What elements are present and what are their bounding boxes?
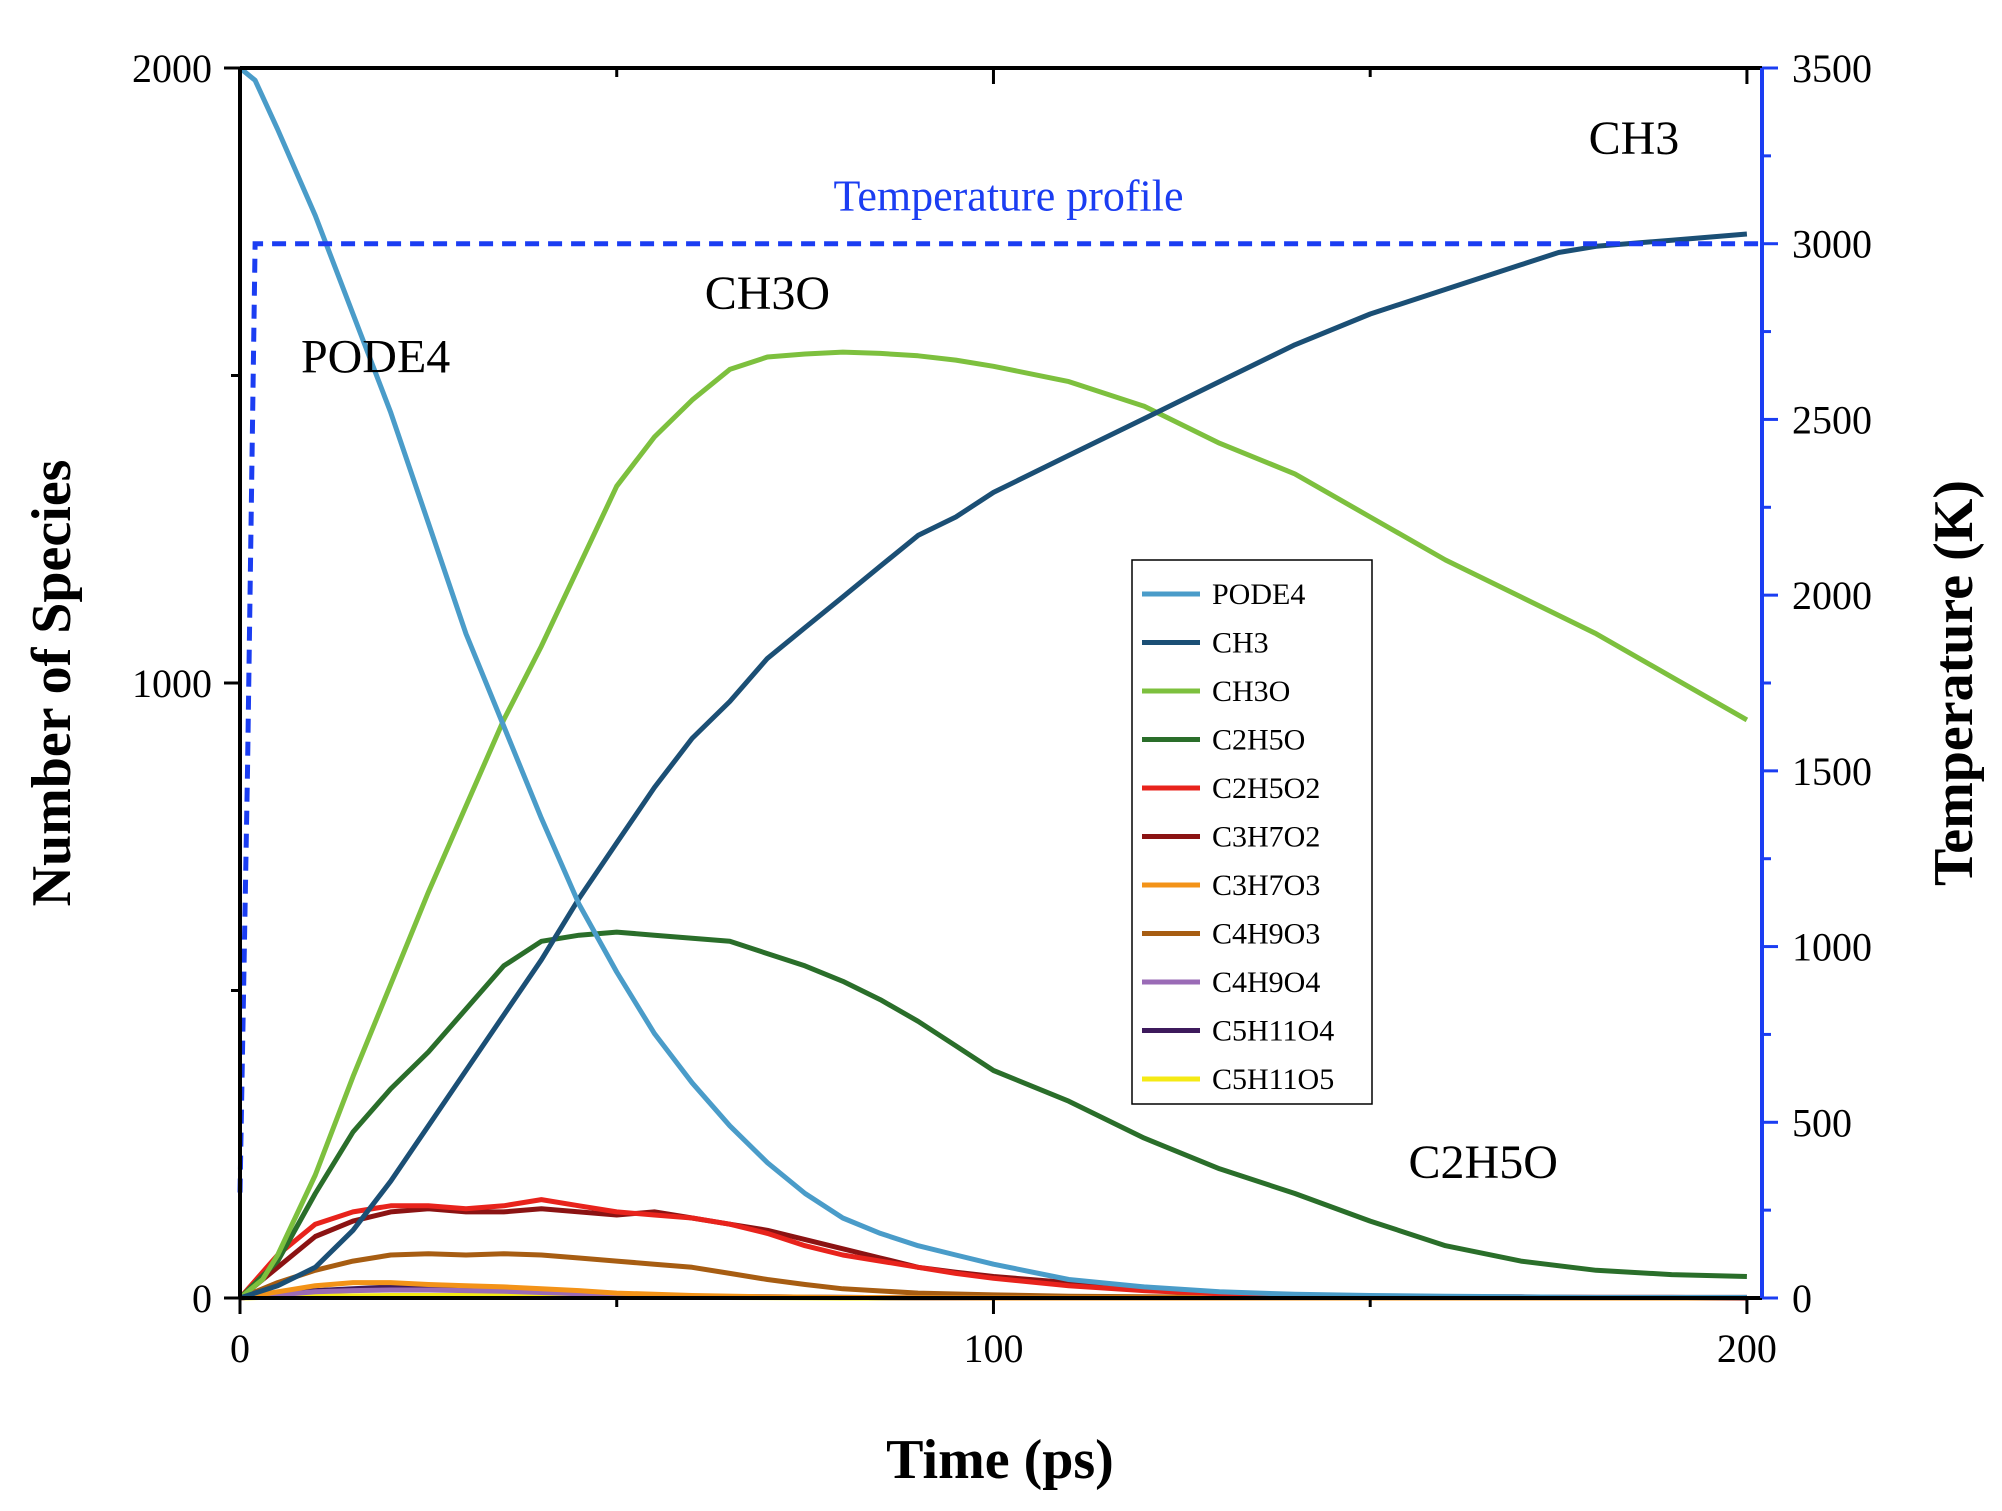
x-axis-title: Time (ps) (886, 1429, 1114, 1491)
legend-item-c2h5o2: C2H5O2 (1142, 772, 1320, 805)
legend-item-c2h5o: C2H5O (1142, 724, 1305, 757)
y2-tick-label: 2500 (1792, 397, 1872, 442)
legend-label: C2H5O2 (1212, 772, 1320, 805)
y2-tick-label: 3000 (1792, 222, 1872, 267)
temperature-profile-line (237, 241, 1762, 1193)
y2-tick-label: 500 (1792, 1100, 1852, 1145)
y2-tick-label: 3500 (1792, 46, 1872, 91)
annotation-pode4: PODE4 (301, 330, 450, 383)
legend-item-c3h7o3: C3H7O3 (1142, 869, 1320, 902)
series-line-ch3o (238, 349, 1749, 1300)
y2-tick-label: 0 (1792, 1276, 1812, 1321)
annotation-c2h5o: C2H5O (1409, 1136, 1558, 1189)
legend-label: C5H11O4 (1212, 1015, 1334, 1048)
legend-item-ch3: CH3 (1142, 627, 1269, 660)
legend: PODE4 CH3 CH3O C2H5O C2H5O2 C3H7O2 C3H7O3 C4H9O… (1131, 559, 1373, 1105)
legend-item-c5h11o4: C5H11O4 (1142, 1015, 1334, 1048)
legend-label: C4H9O4 (1212, 966, 1320, 999)
legend-label: C2H5O (1212, 724, 1305, 757)
y2-axis-title: Temperature (K) (1923, 480, 1985, 886)
legend-label: CH3O (1212, 675, 1290, 708)
series-line-c2h5o (238, 929, 1747, 1300)
legend-label: C4H9O3 (1212, 918, 1320, 951)
legend-item-pode4: PODE4 (1142, 578, 1305, 611)
x-tick-label: 0 (230, 1326, 250, 1371)
legend-label: CH3 (1212, 627, 1269, 660)
annotation-ch3o: CH3O (705, 267, 830, 320)
annotation-temperature-profile: Temperature profile (834, 172, 1184, 221)
legend-label: C3H7O3 (1212, 869, 1320, 902)
annotation-ch3: CH3 (1589, 112, 1680, 165)
legend-item-c3h7o2: C3H7O2 (1142, 821, 1320, 854)
x-tick-label: 200 (1717, 1326, 1777, 1371)
ticks: 0 100 200010002000050010001500200025003000… (132, 46, 1872, 1371)
legend-box (1131, 559, 1373, 1105)
annotations: PODE4 CH3O CH3 C2H5O Temperature profile (301, 112, 1679, 1189)
y-tick-label: 1000 (132, 661, 212, 706)
y-axis-title: Number of Species (21, 460, 83, 907)
legend-item-c4h9o4: C4H9O4 (1142, 966, 1320, 999)
legend-item-ch3o: CH3O (1142, 675, 1290, 708)
series-group (238, 66, 1749, 1301)
series-line-pode4 (238, 66, 1747, 1300)
series-line-ch3 (239, 231, 1748, 1301)
plot-area (237, 66, 1762, 1301)
legend-item-c4h9o3: C4H9O3 (1142, 918, 1320, 951)
y2-tick-label: 2000 (1792, 573, 1872, 618)
y-tick-label: 0 (192, 1276, 212, 1321)
y2-tick-label: 1500 (1792, 749, 1872, 794)
legend-label: C3H7O2 (1212, 821, 1320, 854)
y2-tick-label: 1000 (1792, 925, 1872, 970)
legend-item-c5h11o5: C5H11O5 (1142, 1063, 1334, 1096)
x-tick-label: 100 (963, 1326, 1023, 1371)
legend-label: PODE4 (1212, 578, 1305, 611)
legend-label: C5H11O5 (1212, 1063, 1334, 1096)
y-tick-label: 2000 (132, 46, 212, 91)
